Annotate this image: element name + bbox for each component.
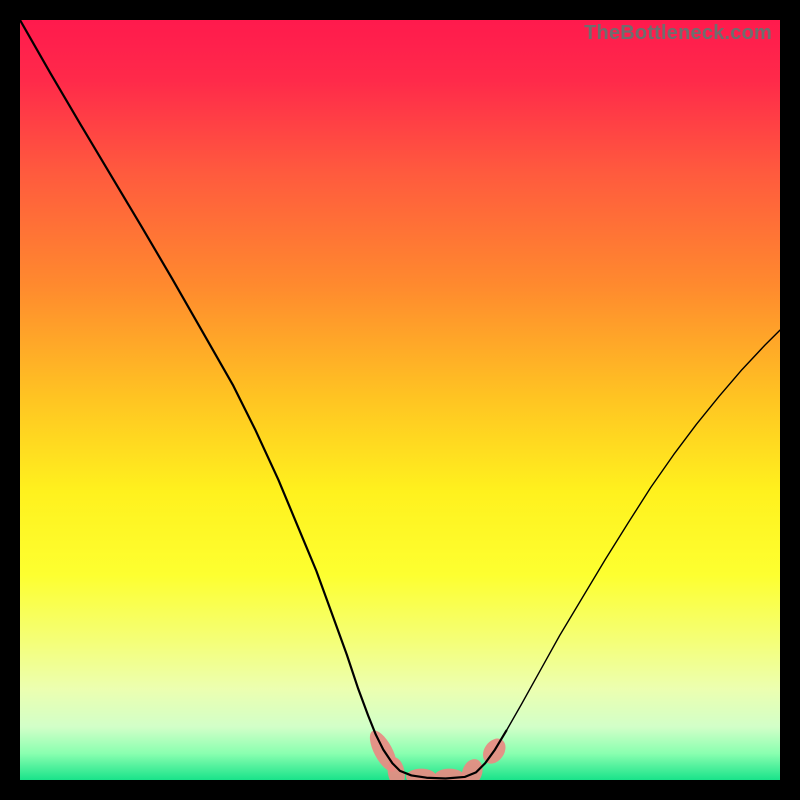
curve-layer [20, 20, 780, 780]
left-curve [20, 20, 506, 778]
chart-frame: TheBottleneck.com [0, 0, 800, 800]
plot-area: TheBottleneck.com [20, 20, 780, 780]
right-curve [506, 330, 780, 731]
